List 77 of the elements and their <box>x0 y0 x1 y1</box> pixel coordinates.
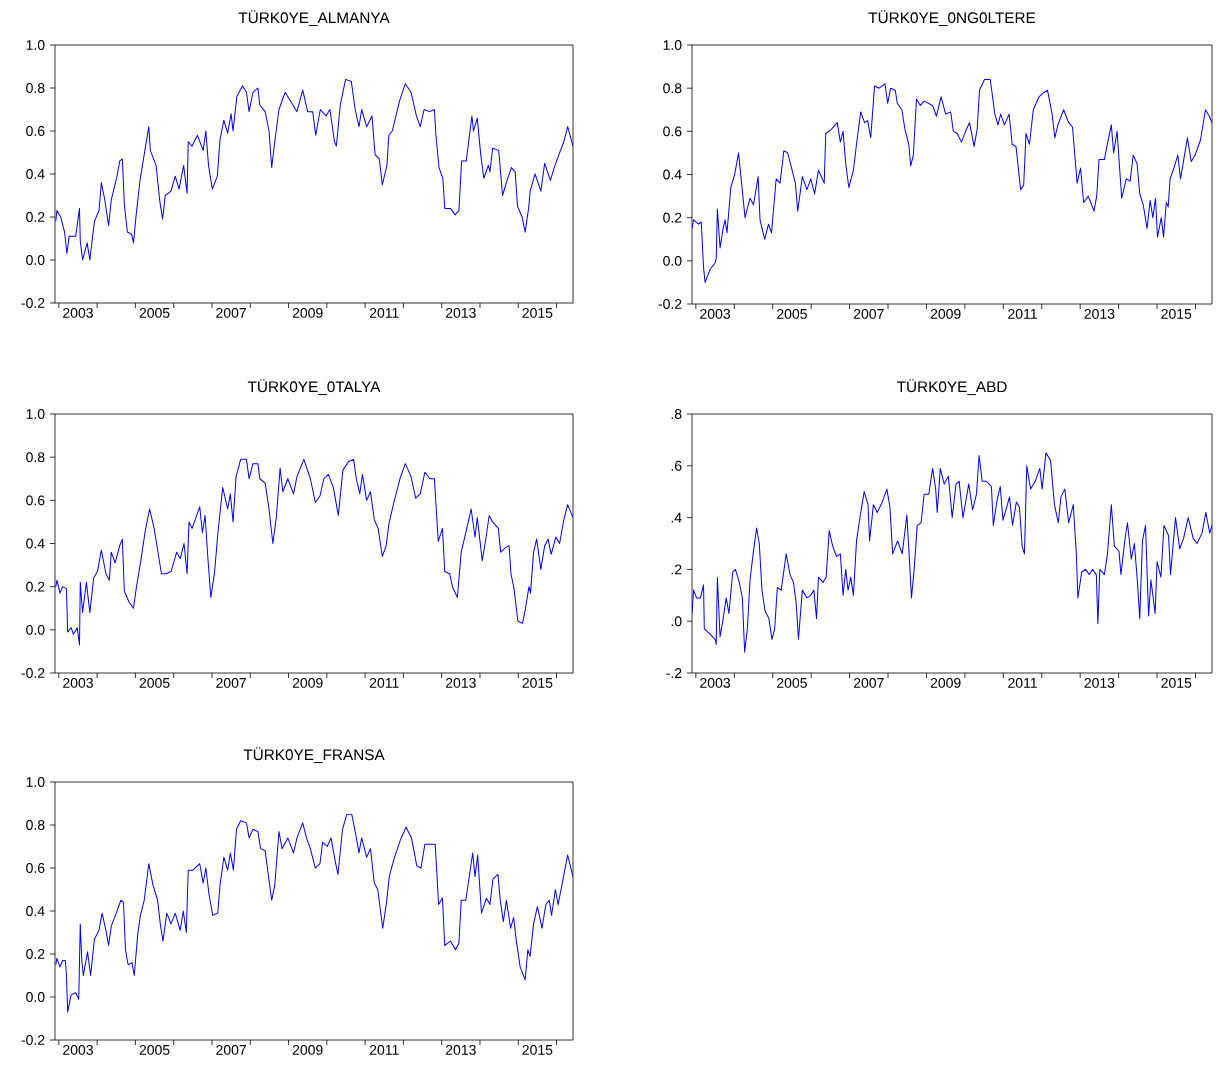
y-tick-label: 1.0 <box>663 40 682 50</box>
y-tick-label: 0.4 <box>26 538 45 549</box>
y-tick-label: -0.2 <box>21 668 45 678</box>
y-tick-label: 0.6 <box>663 126 682 137</box>
x-tick-label: 2009 <box>292 677 323 688</box>
y-tick-label: 0.2 <box>26 581 45 592</box>
x-tick-label: 2007 <box>216 1044 246 1055</box>
x-tick-label: 2003 <box>63 677 93 688</box>
x-tick-label: 2003 <box>63 1044 93 1055</box>
chart-title: TÜRK0YE_ALMANYA <box>238 10 390 27</box>
chart-title: TÜRK0YE_0NG0LTERE <box>868 10 1036 27</box>
x-tick-label: 2013 <box>445 677 476 688</box>
y-tick-label: -0.2 <box>21 1035 45 1045</box>
x-tick-label: 2003 <box>700 677 731 688</box>
x-tick-label: 2013 <box>445 307 476 318</box>
x-tick-label: 2015 <box>522 677 553 688</box>
y-tick-label: 0.0 <box>26 255 45 265</box>
x-tick-label: 2005 <box>139 1044 170 1055</box>
x-tick-label: 2005 <box>777 677 807 688</box>
y-tick-label: 0.4 <box>26 169 45 179</box>
x-tick-label: 2009 <box>292 1044 323 1055</box>
y-tick-label: 0.4 <box>663 169 682 180</box>
x-tick-label: 2011 <box>369 677 399 688</box>
y-tick-label: 1.0 <box>26 409 45 419</box>
x-tick-label: 2007 <box>216 677 246 688</box>
x-tick-label: 2005 <box>777 308 807 319</box>
x-tick-label: 2003 <box>700 308 731 319</box>
y-tick-label: 1.0 <box>26 40 45 50</box>
y-tick-label: 0.4 <box>26 906 45 916</box>
y-tick-label: .6 <box>671 460 682 471</box>
y-tick-label: -0.2 <box>658 299 682 309</box>
y-tick-label: 0.2 <box>26 949 45 959</box>
x-tick-label: 2003 <box>63 307 93 318</box>
y-tick-label: .8 <box>671 409 682 419</box>
x-tick-label: 2005 <box>139 677 170 688</box>
y-tick-label: 0.2 <box>26 212 45 222</box>
x-tick-label: 2015 <box>1161 677 1192 688</box>
x-tick-label: 2013 <box>1084 677 1115 688</box>
y-tick-label: 0.8 <box>26 820 45 830</box>
y-tick-label: -0.2 <box>21 298 45 308</box>
y-tick-label: 0.0 <box>663 255 682 266</box>
y-tick-label: 0.0 <box>26 624 45 635</box>
x-tick-label: 2011 <box>1008 308 1037 319</box>
x-tick-label: 2015 <box>522 1044 553 1055</box>
y-tick-label: 0.8 <box>26 83 45 93</box>
y-tick-label: 1.0 <box>26 777 45 787</box>
x-tick-label: 2015 <box>522 307 553 318</box>
chart-title: TÜRK0YE_0TALYA <box>247 379 381 396</box>
y-tick-label: 0.6 <box>26 126 45 136</box>
y-tick-label: .0 <box>671 616 682 627</box>
y-tick-label: -.2 <box>666 668 682 678</box>
x-tick-label: 2013 <box>445 1044 476 1055</box>
y-tick-label: 0.0 <box>26 992 45 1002</box>
x-tick-label: 2007 <box>853 308 884 319</box>
y-tick-label: 0.6 <box>26 863 45 873</box>
x-tick-label: 2007 <box>853 677 884 688</box>
line-series <box>692 452 1213 653</box>
x-tick-label: 2013 <box>1084 308 1115 319</box>
line-series <box>55 78 574 261</box>
x-tick-label: 2005 <box>139 307 170 318</box>
y-tick-label: 0.8 <box>26 452 45 463</box>
x-tick-label: 2009 <box>930 308 961 319</box>
line-series <box>55 458 574 646</box>
x-tick-label: 2015 <box>1161 308 1192 319</box>
x-tick-label: 2011 <box>369 307 399 318</box>
x-tick-label: 2011 <box>1008 677 1037 688</box>
chart-title: TÜRK0YE_FRANSA <box>243 747 385 764</box>
chart-title: TÜRK0YE_ABD <box>896 379 1007 396</box>
y-tick-label: .4 <box>671 512 682 523</box>
x-tick-label: 2007 <box>216 307 246 318</box>
x-tick-label: 2009 <box>930 677 961 688</box>
y-tick-label: 0.6 <box>26 495 45 506</box>
y-tick-label: .2 <box>671 564 682 575</box>
x-tick-label: 2009 <box>292 307 323 318</box>
y-tick-label: 0.2 <box>663 212 682 223</box>
x-tick-label: 2011 <box>369 1044 399 1055</box>
y-tick-label: 0.8 <box>663 83 682 94</box>
